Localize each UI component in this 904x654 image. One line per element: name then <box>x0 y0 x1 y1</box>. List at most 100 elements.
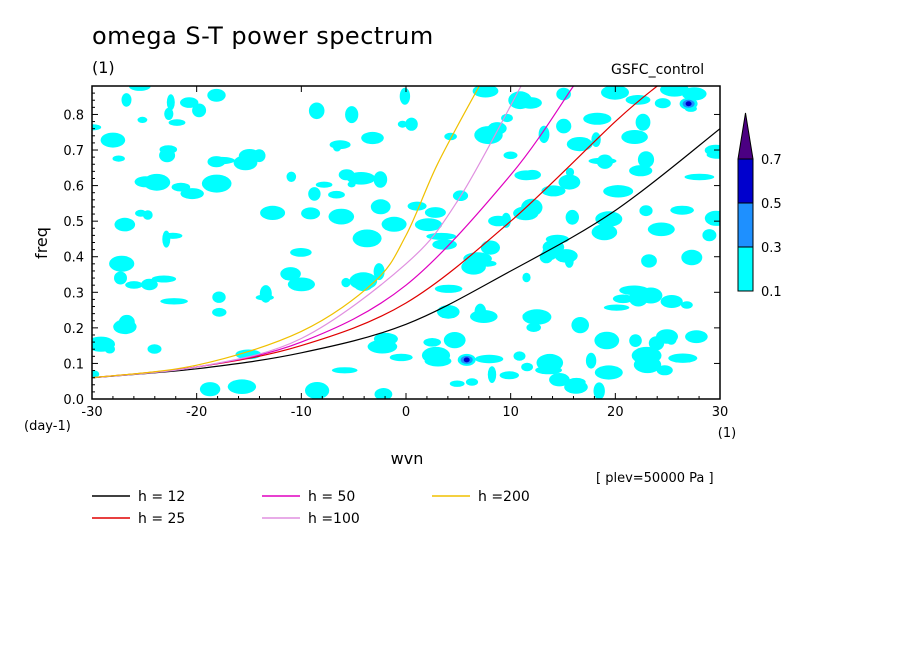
contour-patch <box>227 379 257 395</box>
contour-patch <box>474 126 503 145</box>
contour-patch <box>315 181 333 188</box>
legend-label: h = 50 <box>308 489 355 505</box>
contour-patch <box>564 380 588 394</box>
chart-title: omega S-T power spectrum <box>92 22 434 50</box>
legend-label: h =100 <box>308 511 360 527</box>
contour-patch <box>345 106 359 124</box>
contour-patch <box>538 125 550 144</box>
contour-patch <box>338 169 355 181</box>
contour-patch <box>405 117 418 131</box>
contour-patch <box>361 131 384 145</box>
contour-patch <box>212 307 227 317</box>
contour-patch <box>180 97 199 108</box>
contour-patch <box>501 113 513 123</box>
colorbar: 0.1 0.3 0.5 0.7 <box>737 112 782 300</box>
contour-patch <box>92 369 100 379</box>
contour-patch <box>449 380 465 387</box>
contour-patch <box>414 218 443 232</box>
contour-patch <box>478 260 497 267</box>
contour-patch <box>499 371 519 380</box>
y-tick-label: 0.0 <box>63 393 84 408</box>
contour-patch <box>556 87 571 101</box>
contour-patch <box>308 102 325 120</box>
curve-200 <box>92 86 480 379</box>
y-tick-label: 0.6 <box>63 180 84 195</box>
contour-patch <box>180 188 204 200</box>
contour-patch <box>280 267 301 281</box>
contour-patch <box>565 209 579 225</box>
x-tick-label: -10 <box>291 405 312 420</box>
contour-patch <box>367 339 398 354</box>
contour-patch <box>168 119 186 126</box>
contour-patch <box>287 277 315 292</box>
contour-patch <box>399 87 411 105</box>
contour-patch <box>290 248 312 257</box>
contour-patch <box>487 366 497 383</box>
contour-patch <box>585 352 597 369</box>
contour-patch <box>163 232 183 239</box>
contour-patch <box>207 88 226 102</box>
legend-label: h = 25 <box>138 511 185 527</box>
contour-patch <box>681 249 703 266</box>
y-tick-label: 0.1 <box>63 357 84 372</box>
contour-patch <box>684 173 715 181</box>
contour-patch <box>352 229 382 248</box>
contour-patch <box>114 271 127 285</box>
contour-patch <box>421 346 451 364</box>
contour-patch <box>465 378 479 386</box>
contour-patch <box>522 312 544 320</box>
contour-patch <box>656 365 673 376</box>
contour-patch <box>92 124 102 131</box>
contour-patch <box>443 332 466 349</box>
contour-patch <box>629 165 653 177</box>
contour-patch <box>347 181 356 188</box>
x-axis: -30 -20 -10 0 10 20 30 <box>81 86 728 420</box>
colorbar-segment <box>737 246 754 292</box>
contour-patch <box>558 174 581 190</box>
y-tick-label: 0.7 <box>63 144 84 159</box>
colorbar-label: 0.3 <box>761 241 782 256</box>
y-axis: 0.0 0.1 0.2 0.3 0.4 0.5 0.6 0.7 0.8 <box>63 92 720 408</box>
legend: h = 12 h = 25 h = 50 h =100 h =200 <box>92 489 530 527</box>
contour-patch <box>112 155 125 162</box>
contour-patch <box>637 151 655 169</box>
contour-patch <box>603 304 630 311</box>
contour-patch <box>286 171 297 182</box>
contour-patch <box>591 224 618 241</box>
contour-patch <box>474 303 487 321</box>
y-tick-label: 0.5 <box>63 215 84 230</box>
contour-patch <box>704 144 720 156</box>
contour-patch <box>160 298 188 305</box>
contour-patch <box>137 116 148 123</box>
chart-subtitle: (1) <box>92 58 115 77</box>
contour-patch <box>541 185 566 197</box>
contour-patch <box>601 86 629 100</box>
contour-patch <box>114 217 136 232</box>
x-tick-label: 0 <box>402 405 410 420</box>
contour-patch <box>639 287 663 304</box>
contour-patch <box>594 365 623 380</box>
contour-patch <box>625 95 651 105</box>
contour-patch <box>549 373 570 387</box>
contour-patch <box>118 314 135 330</box>
colorbar-label: 0.7 <box>761 153 782 168</box>
contour-patch <box>151 275 177 283</box>
contour-patch <box>648 336 665 351</box>
peak-core <box>685 101 692 107</box>
contour-patch <box>629 334 642 347</box>
contour-patch <box>407 201 427 211</box>
contour-patch <box>472 86 499 98</box>
x-tick-label: -30 <box>81 405 102 420</box>
contour-patch <box>603 185 634 198</box>
x-tick-label: -20 <box>186 405 207 420</box>
contour-patch <box>164 107 174 120</box>
contour-patch <box>480 240 500 255</box>
contour-patch <box>647 222 675 237</box>
y-tick-label: 0.2 <box>63 322 84 337</box>
contour-patch <box>301 207 321 220</box>
contour-patch <box>513 351 526 361</box>
contour-patch <box>702 229 717 242</box>
colorbar-segment <box>737 158 754 204</box>
contour-patch <box>373 263 385 281</box>
